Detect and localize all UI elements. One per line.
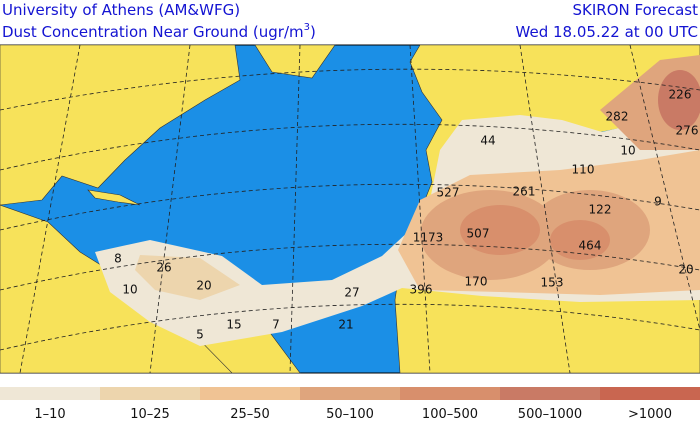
concentration-label: 396: [410, 283, 433, 297]
legend-swatch: [400, 387, 500, 400]
meridian: [149, 44, 191, 374]
concentration-label: 9: [654, 195, 662, 209]
dust-10-25: [135, 255, 240, 300]
concentration-label: 507: [467, 227, 490, 241]
concentration-label: 170: [465, 275, 488, 289]
header: University of Athens (AM&WFG) Dust Conce…: [2, 1, 698, 41]
concentration-label: 122: [589, 203, 612, 217]
forecast-date: Wed 18.05.22 at 00 UTC: [516, 23, 698, 41]
legend-swatch: [200, 387, 300, 400]
concentration-label: 5: [196, 328, 204, 342]
parallel: [0, 243, 700, 291]
greenland: [254, 44, 336, 79]
parallel: [0, 68, 700, 111]
legend-swatch: [0, 387, 100, 400]
concentration-label: 1173: [413, 231, 444, 245]
forecast-name: SKIRON Forecast: [573, 1, 699, 19]
legend-swatch: [500, 387, 600, 400]
cuba: [87, 189, 141, 206]
dust-100-500: [460, 205, 540, 255]
legend-label: >1000: [628, 407, 672, 421]
meridian: [409, 44, 431, 374]
parallel: [0, 303, 700, 351]
legend-label: 10–25: [130, 407, 170, 421]
meridian: [519, 44, 571, 374]
concentration-label: 20: [196, 279, 211, 293]
concentration-label: 464: [579, 239, 602, 253]
concentration-label: 7: [272, 318, 280, 332]
legend-label: 100–500: [422, 407, 478, 421]
concentration-label: 15: [226, 318, 241, 332]
subtitle: Dust Concentration Near Ground (ugr/m3): [2, 22, 316, 41]
concentration-label: 226: [669, 88, 692, 102]
legend-swatch: [100, 387, 200, 400]
concentration-label: 20: [678, 263, 693, 277]
dust-100-500: [550, 220, 610, 260]
legend-label: 1–10: [34, 407, 65, 421]
concentration-label: 8: [114, 252, 122, 266]
concentration-label: 26: [156, 261, 171, 275]
north-america: [0, 44, 241, 206]
concentration-label: 44: [480, 134, 495, 148]
title: University of Athens (AM&WFG): [2, 1, 240, 19]
legend-label: 500–1000: [518, 407, 582, 421]
superscript: 3: [304, 22, 310, 33]
parallel: [0, 183, 700, 231]
concentration-label: 276: [676, 124, 699, 138]
concentration-label: 110: [572, 163, 595, 177]
subtitle-text: Dust Concentration Near Ground (ugr/m: [2, 23, 304, 41]
graticule: [0, 44, 700, 374]
meridian: [289, 44, 301, 374]
concentration-label: 153: [541, 276, 564, 290]
concentration-label: 282: [606, 110, 629, 124]
dust-500-1000: [658, 70, 700, 130]
concentration-label: 261: [513, 185, 536, 199]
legend-label: 50–100: [326, 407, 374, 421]
concentration-label: 10: [122, 283, 137, 297]
concentration-label: 21: [338, 318, 353, 332]
subtitle-end: ): [310, 23, 316, 41]
legend-label: 25–50: [230, 407, 270, 421]
concentration-label: 10: [620, 144, 635, 158]
concentration-label: 527: [437, 186, 460, 200]
legend: 1–10 10–25 25–50 50–100 100–500 500–1000 >1000: [0, 387, 700, 421]
legend-swatch: [600, 387, 700, 400]
concentration-label: 27: [344, 286, 359, 300]
parallel: [0, 123, 700, 171]
legend-swatch: [300, 387, 400, 400]
